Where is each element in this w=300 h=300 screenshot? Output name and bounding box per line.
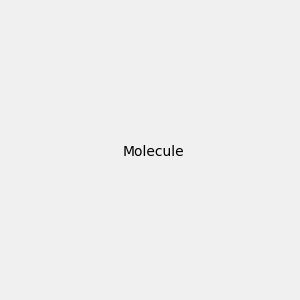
Text: Molecule: Molecule — [123, 145, 184, 158]
